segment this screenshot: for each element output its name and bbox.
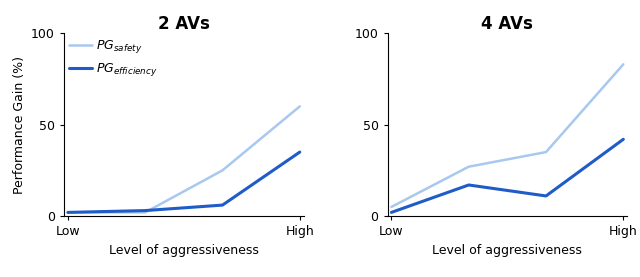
Title: 2 AVs: 2 AVs xyxy=(158,15,210,33)
X-axis label: Level of aggressiveness: Level of aggressiveness xyxy=(433,244,582,257)
Title: 4 AVs: 4 AVs xyxy=(481,15,533,33)
X-axis label: Level of aggressiveness: Level of aggressiveness xyxy=(109,244,259,257)
Y-axis label: Performance Gain (%): Performance Gain (%) xyxy=(13,56,26,194)
Legend: $\mathit{PG}_{\mathit{safety}}$, $\mathit{PG}_{\mathit{efficiency}}$: $\mathit{PG}_{\mathit{safety}}$, $\mathi… xyxy=(67,36,161,81)
